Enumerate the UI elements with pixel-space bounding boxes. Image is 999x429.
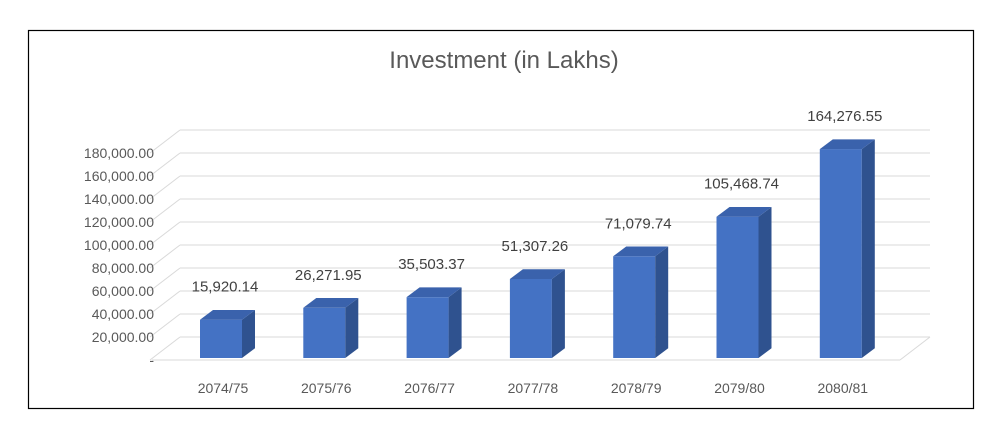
gridline-diagonal (149, 313, 181, 338)
y-tick-label: 180,000.00 (84, 145, 154, 161)
x-tick-label: 2074/75 (198, 380, 249, 396)
data-label: 15,920.14 (192, 279, 259, 296)
x-tick-label: 2080/81 (817, 380, 868, 396)
data-label: 35,503.37 (398, 256, 465, 273)
data-labels: 15,920.14 26,271.95 35,503.37 51,307.26 71,0… (192, 108, 883, 296)
bar-top (406, 287, 462, 298)
y-tick-label: 20,000.00 (92, 329, 154, 345)
chart-title: Investment (in Lakhs) (389, 47, 618, 74)
bar-side (242, 309, 255, 358)
gridline-diagonal (149, 290, 181, 315)
gridline-diagonal (149, 175, 181, 200)
y-tick-label: 80,000.00 (92, 260, 154, 276)
x-axis-tick-labels: 2074/75 2075/76 2076/77 2077/78 2078/79 2079/… (198, 380, 869, 396)
gridline-diagonal (149, 221, 181, 246)
gridline-diagonal (149, 267, 181, 292)
bar-side (655, 246, 669, 358)
bar-front (303, 307, 346, 358)
bars (200, 139, 875, 358)
gridline-diagonal (149, 198, 181, 223)
data-label: 71,079.74 (605, 215, 672, 232)
y-tick-label: 120,000.00 (84, 214, 154, 230)
floor-edge-diagonal (899, 336, 931, 361)
data-label: 164,276.55 (807, 108, 882, 125)
y-tick-label: 100,000.00 (84, 237, 154, 253)
bar-front (406, 297, 449, 358)
y-tick-label: 40,000.00 (92, 306, 154, 322)
y-axis-tick-labels: - 20,000.00 40,000.00 60,000.00 80,000.00 100… (84, 145, 154, 368)
x-tick-label: 2075/76 (301, 380, 352, 396)
bar (509, 269, 565, 358)
bar-side (345, 298, 359, 358)
x-tick-label: 2076/77 (404, 380, 455, 396)
bar-top (819, 139, 875, 150)
bar-top (613, 246, 669, 257)
bar-front (716, 216, 759, 358)
bar-side (448, 287, 462, 358)
bar (406, 287, 462, 358)
y-tick-label: 160,000.00 (84, 168, 154, 184)
data-label: 26,271.95 (295, 267, 362, 284)
y-tick-label: - (149, 352, 154, 368)
bar-front (819, 149, 862, 358)
bar-side (551, 269, 565, 358)
bar-side (758, 206, 772, 358)
bar (200, 309, 255, 358)
bar-front (509, 278, 552, 358)
bar-top (716, 206, 772, 217)
data-label: 105,468.74 (704, 176, 779, 193)
bar-front (613, 256, 656, 358)
x-tick-label: 2077/78 (508, 380, 559, 396)
bar (716, 206, 772, 358)
x-tick-label: 2078/79 (611, 380, 662, 396)
bar-top (509, 269, 565, 279)
chart-border (27, 29, 975, 410)
x-tick-label: 2079/80 (714, 380, 765, 396)
bar-top (303, 298, 359, 308)
gridline-diagonal (149, 152, 181, 177)
gridline-diagonal (149, 336, 181, 361)
y-tick-label: 60,000.00 (92, 283, 154, 299)
gridline-diagonal (149, 129, 181, 154)
bar-top (200, 309, 255, 320)
bar (303, 298, 359, 358)
bar-side (861, 139, 875, 358)
y-tick-label: 140,000.00 (84, 191, 154, 207)
data-label: 51,307.26 (502, 238, 569, 255)
bar (819, 139, 875, 358)
gridline-diagonal (149, 244, 181, 269)
bar-front (200, 319, 242, 358)
bar (613, 246, 669, 358)
